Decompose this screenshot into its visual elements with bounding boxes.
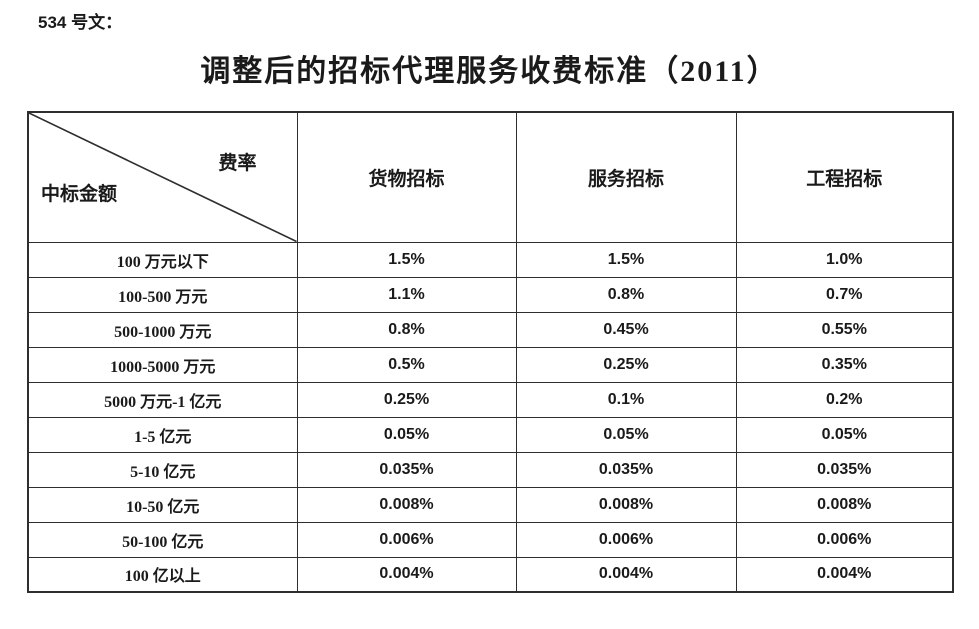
fee-cell-engineering: 0.55% <box>735 311 954 348</box>
corner-cell: 费率 中标金额 <box>27 111 298 243</box>
fee-table-body: 100 万元以下 1.5% 1.5% 1.0% 100-500 万元 1.1% … <box>27 241 954 593</box>
fee-cell-goods: 0.008% <box>296 486 517 523</box>
table-row: 100-500 万元 1.1% 0.8% 0.7% <box>27 276 954 313</box>
fee-cell-services: 0.25% <box>515 346 737 383</box>
fee-cell-engineering: 0.2% <box>735 381 954 418</box>
fee-cell-services: 1.5% <box>515 241 737 278</box>
fee-cell-engineering: 0.05% <box>735 416 954 453</box>
row-label-amount-range: 100 亿以上 <box>27 556 298 593</box>
column-header-services: 服务招标 <box>515 111 737 243</box>
doc-number: 534 号文： <box>38 13 123 32</box>
fee-cell-engineering: 0.35% <box>735 346 954 383</box>
fee-cell-goods: 0.004% <box>296 556 517 593</box>
fee-cell-goods: 1.1% <box>296 276 517 313</box>
fee-cell-services: 0.008% <box>515 486 737 523</box>
table-row: 100 万元以下 1.5% 1.5% 1.0% <box>27 241 954 278</box>
fee-cell-goods: 0.05% <box>296 416 517 453</box>
fee-cell-goods: 0.006% <box>296 521 517 558</box>
fee-cell-services: 0.05% <box>515 416 737 453</box>
fee-cell-goods: 0.8% <box>296 311 517 348</box>
row-label-amount-range: 1-5 亿元 <box>27 416 298 453</box>
fee-cell-services: 0.1% <box>515 381 737 418</box>
fee-table: 费率 中标金额 货物招标 服务招标 工程招标 100 万元以下 1.5% 1.5… <box>27 111 954 593</box>
fee-cell-services: 0.035% <box>515 451 737 488</box>
corner-label-rate: 费率 <box>218 153 257 174</box>
fee-cell-goods: 0.5% <box>296 346 517 383</box>
table-row: 500-1000 万元 0.8% 0.45% 0.55% <box>27 311 954 348</box>
corner-label-award-amount: 中标金额 <box>41 183 118 205</box>
row-label-amount-range: 50-100 亿元 <box>27 521 298 558</box>
page-title: 调整后的招标代理服务收费标准（2011） <box>200 55 779 88</box>
column-header-goods: 货物招标 <box>296 111 517 243</box>
fee-cell-engineering: 0.035% <box>735 451 954 488</box>
table-row: 5000 万元-1 亿元 0.25% 0.1% 0.2% <box>27 381 954 418</box>
table-row: 10-50 亿元 0.008% 0.008% 0.008% <box>27 486 954 523</box>
row-label-amount-range: 5000 万元-1 亿元 <box>27 381 298 418</box>
table-row: 1-5 亿元 0.05% 0.05% 0.05% <box>27 416 954 453</box>
row-label-amount-range: 500-1000 万元 <box>27 311 298 348</box>
fee-cell-goods: 1.5% <box>296 241 517 278</box>
row-label-amount-range: 10-50 亿元 <box>27 486 298 523</box>
table-row: 1000-5000 万元 0.5% 0.25% 0.35% <box>27 346 954 383</box>
fee-cell-engineering: 0.004% <box>735 556 954 593</box>
table-row: 100 亿以上 0.004% 0.004% 0.004% <box>27 556 954 593</box>
row-label-amount-range: 100-500 万元 <box>27 276 298 313</box>
fee-cell-engineering: 1.0% <box>735 241 954 278</box>
fee-cell-engineering: 0.006% <box>735 521 954 558</box>
fee-cell-engineering: 0.008% <box>735 486 954 523</box>
row-label-amount-range: 1000-5000 万元 <box>27 346 298 383</box>
header-row: 费率 中标金额 货物招标 服务招标 工程招标 <box>27 111 954 243</box>
fee-cell-services: 0.006% <box>515 521 737 558</box>
row-label-amount-range: 100 万元以下 <box>27 241 298 278</box>
row-label-amount-range: 5-10 亿元 <box>27 451 298 488</box>
column-header-engineering: 工程招标 <box>735 111 954 243</box>
fee-cell-services: 0.8% <box>515 276 737 313</box>
fee-cell-engineering: 0.7% <box>735 276 954 313</box>
table-row: 5-10 亿元 0.035% 0.035% 0.035% <box>27 451 954 488</box>
fee-cell-goods: 0.035% <box>296 451 517 488</box>
fee-cell-services: 0.45% <box>515 311 737 348</box>
diagonal-divider-line <box>29 113 297 242</box>
fee-cell-services: 0.004% <box>515 556 737 593</box>
fee-cell-goods: 0.25% <box>296 381 517 418</box>
table-row: 50-100 亿元 0.006% 0.006% 0.006% <box>27 521 954 558</box>
